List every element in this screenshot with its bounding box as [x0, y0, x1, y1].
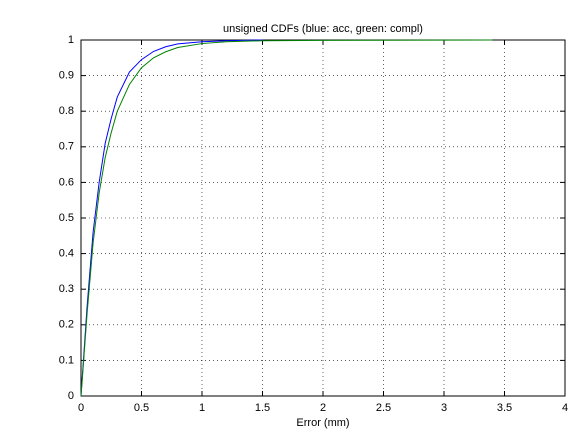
x-tick-label: 0.5: [134, 402, 149, 414]
x-tick-label: 1.5: [255, 402, 270, 414]
y-tick-label: 0.4: [59, 248, 74, 260]
y-tick-label: 0.8: [59, 105, 74, 117]
y-tick-label: 1: [68, 34, 74, 46]
y-tick-label: 0.1: [59, 354, 74, 366]
x-tick-label: 3.5: [497, 402, 512, 414]
x-tick-label: 2: [320, 402, 326, 414]
y-tick-label: 0.5: [59, 212, 74, 224]
y-tick-label: 0: [68, 390, 74, 402]
x-tick-label: 1: [199, 402, 205, 414]
x-tick-label: 0: [78, 402, 84, 414]
x-tick-label: 4: [562, 402, 568, 414]
cdf-line: [80, 39, 263, 397]
y-tick-label: 0.9: [59, 70, 74, 82]
y-tick-label: 0.6: [59, 176, 74, 188]
x-axis-label: Error (mm): [296, 417, 349, 429]
chart-title: unsigned CDFs (blue: acc, green: compl): [223, 23, 423, 35]
y-tick-label: 0.7: [59, 141, 74, 153]
y-tick-label: 0.3: [59, 283, 74, 295]
x-tick-label: 3: [441, 402, 447, 414]
x-tick-label: 2.5: [376, 402, 391, 414]
cdf-line: [80, 39, 493, 397]
y-tick-label: 0.2: [59, 319, 74, 331]
